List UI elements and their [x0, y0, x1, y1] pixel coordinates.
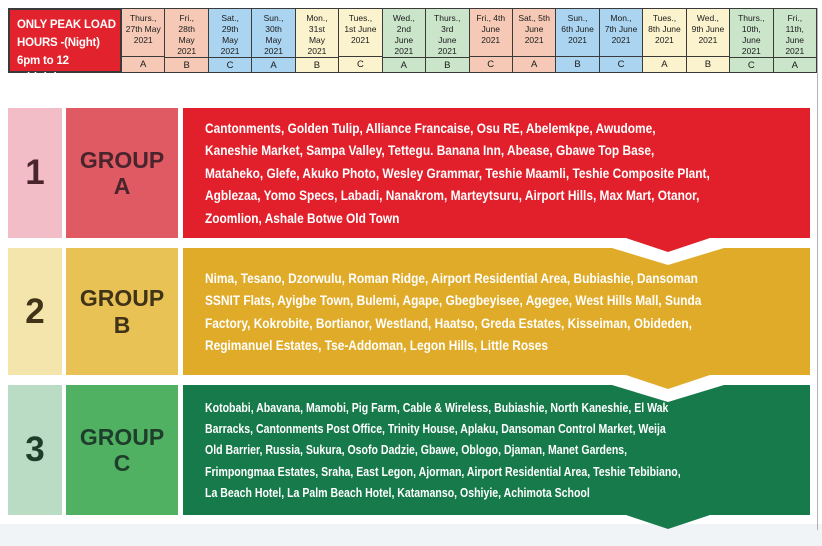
chevron-down-red-icon: [623, 237, 713, 252]
group-row-c: 3 GROUP C Kotobabi, Abavana, Mamobi, Pig…: [8, 385, 810, 515]
date-column: Thurs., 10th, June 2021 C: [730, 9, 774, 72]
date-column: Thurs., 27th May 2021 A: [122, 9, 166, 72]
group-label-letter: A: [113, 173, 131, 199]
notch-white-icon: [612, 385, 724, 402]
date-cell: Tues., 8th June 2021: [648, 13, 681, 46]
schedule-header: ONLY PEAK LOAD HOURS -(Night) 6pm to 12 …: [8, 8, 817, 84]
group-number-badge: 2: [8, 248, 62, 375]
group-b-areas-text: Nima, Tesano, Dzorwulu, Roman Ridge, Air…: [205, 269, 702, 353]
date-columns: Thurs., 27th May 2021 A Fri., 28th May 202…: [122, 8, 817, 73]
group-a-areas-text: Cantonments, Golden Tulip, Alliance Fran…: [205, 120, 710, 226]
group-c-areas-panel: Kotobabi, Abavana, Mamobi, Pig Farm, Cab…: [183, 385, 810, 515]
page-border-line: [817, 8, 818, 530]
date-column: Sun., 30th May 2021 A: [252, 9, 296, 72]
group-letter-cell: C: [730, 57, 773, 72]
group-letter-cell: A: [643, 56, 686, 72]
date-cell: Tues., 1st June 2021: [344, 13, 377, 46]
group-number-badge: 1: [8, 108, 62, 238]
group-b-areas-panel: Nima, Tesano, Dzorwulu, Roman Ridge, Air…: [183, 248, 810, 375]
date-column: Tues., 8th June 2021 A: [643, 9, 687, 72]
date-cell: Fri., 4th June 2021: [476, 13, 506, 46]
date-cell: Sun., 6th June 2021: [561, 13, 594, 46]
group-label-a: GROUP A: [66, 108, 178, 238]
group-letter-cell: B: [556, 56, 599, 72]
group-letter-cell: C: [339, 56, 382, 72]
date-cell: Sat., 5th June 2021: [518, 13, 550, 46]
date-column: Thurs., 3rd June 2021 B: [426, 9, 470, 72]
date-column: Fri., 11th, June 2021 A: [773, 9, 817, 72]
date-cell: Thurs., 3rd June 2021: [434, 13, 461, 57]
group-c-areas-text: Kotobabi, Abavana, Mamobi, Pig Farm, Cab…: [205, 400, 681, 500]
group-number-badge: 3: [8, 385, 62, 515]
group-label-word: GROUP: [79, 285, 165, 312]
date-column: Sun., 6th June 2021 B: [556, 9, 600, 72]
date-column: Fri., 4th June 2021 C: [469, 9, 513, 72]
group-label-letter: B: [113, 311, 131, 338]
group-letter-cell: A: [122, 56, 165, 72]
date-cell: Wed., 9th June 2021: [691, 13, 725, 46]
date-column: Fri., 28th May 2021 B: [165, 9, 209, 72]
chevron-down-green-icon: [623, 514, 713, 529]
group-letter-cell: C: [599, 56, 643, 72]
date-cell: Mon., 7th June 2021: [604, 13, 638, 46]
date-column: Wed., 9th June 2021 B: [686, 9, 731, 72]
chevron-down-gold-icon: [623, 374, 713, 389]
group-letter-cell: A: [512, 56, 556, 72]
group-row-a: 1 GROUP A Cantonments, Golden Tulip, All…: [8, 108, 810, 238]
notch-white-icon: [612, 248, 724, 265]
peak-hours-title: ONLY PEAK LOAD HOURS -(Night) 6pm to 12 …: [8, 8, 122, 84]
date-cell: Thurs., 10th, June 2021: [738, 13, 765, 57]
date-column: Mon., 31st May 2021 B: [295, 9, 340, 72]
footer-strip: [0, 524, 822, 546]
date-cell: Wed., 2nd June 2021: [392, 13, 415, 57]
date-cell: Sun., 30th May 2021: [263, 13, 284, 57]
date-cell: Fri., 11th, June 2021: [785, 13, 805, 57]
date-cell: Thurs., 27th May 2021: [125, 13, 161, 46]
date-cell: Mon., 31st May 2021: [306, 13, 328, 57]
date-column: Sat., 5th June 2021 A: [512, 9, 557, 72]
peak-hours-line: HOURS -(Night): [17, 36, 100, 49]
date-cell: Sat., 29th May 2021: [220, 13, 240, 57]
group-letter-cell: B: [426, 57, 469, 72]
date-column: Wed., 2nd June 2021 A: [382, 9, 427, 72]
group-letter-cell: B: [295, 57, 339, 72]
group-letter-cell: B: [686, 56, 730, 72]
group-letter-cell: A: [252, 57, 295, 72]
group-letter-cell: A: [382, 57, 426, 72]
group-letter-cell: A: [773, 57, 816, 72]
peak-hours-line: ONLY PEAK LOAD: [17, 19, 116, 31]
group-letter-cell: C: [208, 57, 252, 72]
date-column: Sat., 29th May 2021 C: [208, 9, 253, 72]
group-row-b: 2 GROUP B Nima, Tesano, Dzorwulu, Roman …: [8, 248, 810, 375]
group-letter-cell: C: [469, 56, 512, 72]
date-cell: Fri., 28th May 2021: [177, 13, 197, 57]
group-label-letter: C: [113, 450, 131, 476]
group-label-b: GROUP B: [66, 248, 178, 375]
group-label-c: GROUP C: [66, 385, 178, 515]
group-letter-cell: B: [165, 57, 208, 72]
group-label-word: GROUP: [79, 423, 165, 450]
group-label-word: GROUP: [79, 146, 165, 173]
date-column: Tues., 1st June 2021 C: [339, 9, 383, 72]
peak-hours-line: 6pm to 12 midnight: [17, 54, 69, 85]
date-column: Mon., 7th June 2021 C: [599, 9, 644, 72]
group-a-areas-panel: Cantonments, Golden Tulip, Alliance Fran…: [183, 108, 810, 238]
